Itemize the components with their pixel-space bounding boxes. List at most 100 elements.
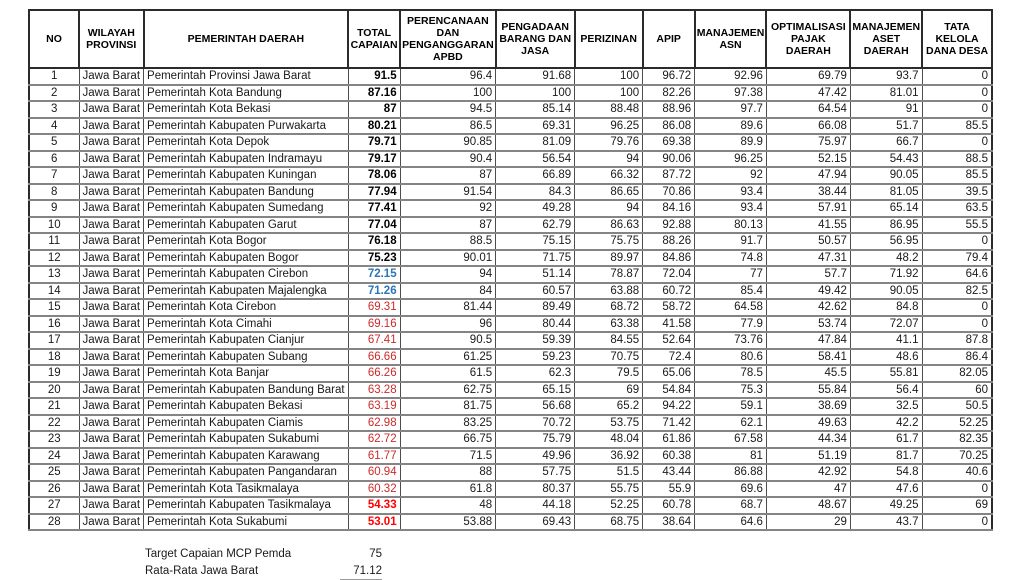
column-header-total: TOTAL CAPAIAN: [347, 9, 402, 69]
cell-asn: 62.1: [694, 413, 767, 432]
cell-apip: 52.64: [642, 331, 696, 350]
cell-dana: 86.4: [921, 347, 993, 366]
cell-perencanaan: 86.5: [399, 116, 497, 135]
cell-perizinan: 36.92: [574, 446, 644, 465]
cell-wilayah: Jawa Barat: [78, 166, 145, 185]
cell-dana: 85.5: [921, 116, 993, 135]
table-row: 17 Jawa Barat Pemerintah Kabupaten Cianjur…: [28, 331, 993, 350]
table-body: 1 Jawa Barat Pemerintah Provinsi Jawa Bara…: [28, 67, 993, 531]
table-row: 9 Jawa Barat Pemerintah Kabupaten Sumedang…: [28, 199, 993, 218]
cell-pemda: Pemerintah Kota Banjar: [143, 364, 349, 383]
column-header-pajak: OPTIMALISASI PAJAK DAERAH: [765, 9, 852, 69]
cell-no: 7: [28, 166, 80, 185]
cell-pemda: Pemerintah Kabupaten Ciamis: [143, 413, 349, 432]
cell-pemda: Pemerintah Kota Sukabumi: [143, 512, 349, 531]
cell-no: 23: [28, 430, 80, 449]
cell-no: 2: [28, 83, 80, 102]
cell-wilayah: Jawa Barat: [78, 232, 145, 251]
column-header-wilayah: WILAYAH PROVINSI: [78, 9, 145, 69]
table-row: 8 Jawa Barat Pemerintah Kabupaten Bandung 7…: [28, 182, 993, 201]
table-row: 3 Jawa Barat Pemerintah Kota Bekasi 87 94.5 8…: [28, 100, 993, 119]
header-row: NO WILAYAH PROVINSI PEMERINTAH DAERAH TOTAL…: [28, 9, 994, 69]
column-header-no: NO: [28, 9, 80, 69]
cell-pajak: 38.44: [765, 182, 851, 201]
cell-pengadaan: 44.18: [495, 496, 576, 515]
cell-no: 21: [28, 397, 80, 416]
cell-dana: 0: [921, 479, 993, 498]
table-row: 25 Jawa Barat Pemerintah Kabupaten Pangand…: [28, 463, 993, 482]
cell-pemda: Pemerintah Kabupaten Pangandaran: [143, 463, 349, 482]
cell-perencanaan: 88.5: [399, 232, 497, 251]
cell-aset: 48.6: [849, 347, 923, 366]
cell-asn: 64.58: [694, 298, 767, 317]
cell-dana: 52.25: [921, 413, 993, 432]
cell-apip: 70.86: [642, 182, 696, 201]
cell-total-capaian: 77.41: [347, 199, 401, 218]
table-row: 10 Jawa Barat Pemerintah Kabupaten Garut 77…: [28, 215, 993, 234]
cell-pengadaan: 59.39: [495, 331, 576, 350]
cell-pengadaan: 80.44: [495, 314, 576, 333]
cell-no: 18: [28, 347, 80, 366]
cell-apip: 96.72: [642, 67, 696, 86]
cell-pemda: Pemerintah Kota Cirebon: [143, 298, 349, 317]
cell-perizinan: 86.63: [574, 215, 644, 234]
cell-apip: 60.72: [642, 281, 696, 300]
cell-perencanaan: 90.4: [399, 149, 497, 168]
table-header: NO WILAYAH PROVINSI PEMERINTAH DAERAH TOTAL…: [28, 9, 994, 69]
cell-pemda: Pemerintah Kabupaten Garut: [143, 215, 349, 234]
cell-aset: 54.8: [849, 463, 923, 482]
cell-pajak: 49.42: [765, 281, 851, 300]
cell-apip: 92.88: [642, 215, 696, 234]
cell-pemda: Pemerintah Kabupaten Bandung: [143, 182, 349, 201]
cell-asn: 81: [694, 446, 767, 465]
cell-pemda: Pemerintah Kota Cimahi: [143, 314, 349, 333]
cell-aset: 55.81: [849, 364, 923, 383]
cell-total-capaian: 87: [347, 100, 401, 119]
cell-perizinan: 65.2: [574, 397, 644, 416]
table-row: 21 Jawa Barat Pemerintah Kabupaten Bekasi 6…: [28, 397, 993, 416]
cell-wilayah: Jawa Barat: [78, 314, 145, 333]
cell-wilayah: Jawa Barat: [78, 380, 145, 399]
cell-total-capaian: 76.18: [347, 232, 401, 251]
cell-pengadaan: 100: [495, 83, 576, 102]
table-row: 13 Jawa Barat Pemerintah Kabupaten Cirebon…: [28, 265, 993, 284]
cell-pemda: Pemerintah Kabupaten Tasikmalaya: [143, 496, 349, 515]
cell-dana: 87.8: [921, 331, 993, 350]
target-label: Target Capaian MCP Pemda: [145, 548, 292, 560]
cell-asn: 67.58: [694, 430, 767, 449]
cell-dana: 0: [921, 67, 993, 86]
cell-perencanaan: 53.88: [399, 512, 497, 531]
column-header-dana: TATA KELOLA DANA DESA: [921, 9, 994, 69]
cell-pajak: 57.91: [765, 199, 851, 218]
cell-aset: 86.95: [849, 215, 923, 234]
cell-pengadaan: 49.28: [495, 199, 576, 218]
cell-aset: 71.92: [849, 265, 923, 284]
cell-pajak: 66.08: [765, 116, 851, 135]
table-row: 27 Jawa Barat Pemerintah Kabupaten Tasikma…: [28, 496, 993, 515]
column-header-perencanaan: PERENCANAAN DAN PENGANGGARAN APBD: [399, 9, 497, 69]
cell-asn: 91.7: [694, 232, 767, 251]
cell-pajak: 75.97: [765, 133, 851, 152]
cell-no: 12: [28, 248, 80, 267]
cell-perencanaan: 61.8: [399, 479, 497, 498]
cell-asn: 93.4: [694, 182, 767, 201]
cell-perencanaan: 94.5: [399, 100, 497, 119]
table-row: 20 Jawa Barat Pemerintah Kabupaten Bandung…: [28, 380, 993, 399]
cell-no: 16: [28, 314, 80, 333]
cell-pemda: Pemerintah Kabupaten Bandung Barat: [143, 380, 349, 399]
cell-wilayah: Jawa Barat: [78, 496, 145, 515]
table-row: 18 Jawa Barat Pemerintah Kabupaten Subang 6…: [28, 347, 993, 366]
cell-asn: 77.9: [694, 314, 767, 333]
table-row: 4 Jawa Barat Pemerintah Kabupaten Purwakar…: [28, 116, 993, 135]
table-row: 2 Jawa Barat Pemerintah Kota Bandung 87.16 1…: [28, 83, 993, 102]
cell-aset: 65.14: [849, 199, 923, 218]
cell-perizinan: 70.75: [574, 347, 644, 366]
cell-asn: 86.88: [694, 463, 767, 482]
cell-no: 5: [28, 133, 80, 152]
cell-apip: 94.22: [642, 397, 696, 416]
cell-asn: 96.25: [694, 149, 767, 168]
cell-pajak: 47.94: [765, 166, 851, 185]
cell-dana: 0: [921, 232, 993, 251]
cell-asn: 77: [694, 265, 767, 284]
